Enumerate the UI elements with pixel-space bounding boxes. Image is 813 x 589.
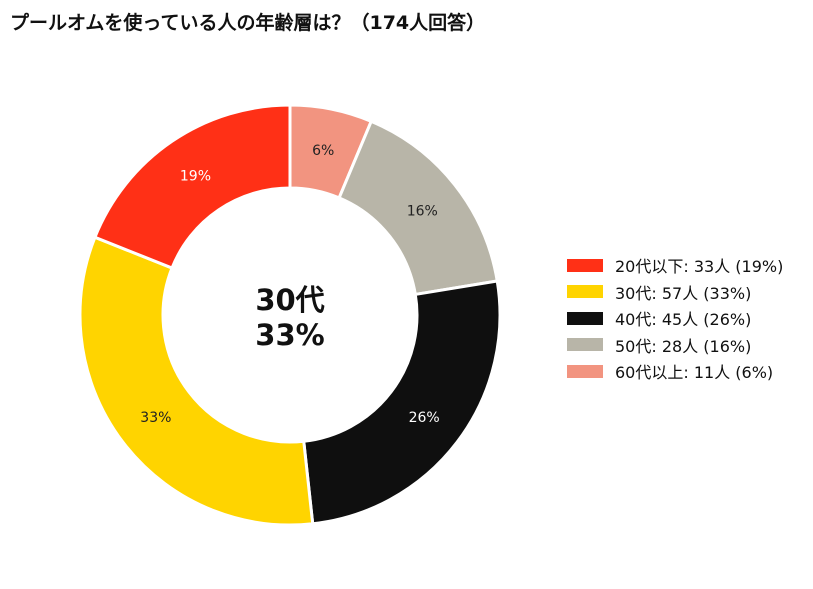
legend-label: 50代: 28人 (16%) bbox=[615, 336, 752, 356]
legend-swatch bbox=[567, 364, 603, 378]
legend-swatch bbox=[567, 311, 603, 325]
slice-percent-label: 33% bbox=[140, 410, 171, 426]
legend-item: 50代: 28人 (16%) bbox=[567, 332, 783, 359]
legend-item: 60代以上: 11人 (6%) bbox=[567, 358, 783, 385]
legend-swatch bbox=[567, 258, 603, 272]
legend-swatch bbox=[567, 338, 603, 352]
center-label-category: 30代 bbox=[255, 283, 324, 317]
donut-slice bbox=[302, 279, 502, 526]
center-label-percent: 33% bbox=[255, 318, 324, 352]
slice-labels: 6% 16% 26% 33% 19% bbox=[140, 143, 439, 426]
chart-legend: 20代以下: 33人 (19%) 30代: 57人 (33%) 40代: 45人… bbox=[567, 252, 783, 385]
legend-label: 60代以上: 11人 (6%) bbox=[615, 363, 774, 383]
legend-swatch bbox=[567, 285, 603, 299]
legend-item: 20代以下: 33人 (19%) bbox=[567, 252, 783, 279]
slice-percent-label: 16% bbox=[407, 204, 438, 220]
slice-percent-label: 26% bbox=[409, 410, 440, 426]
donut-slice bbox=[78, 235, 315, 527]
slice-percent-label: 19% bbox=[180, 169, 211, 185]
legend-label: 20代以下: 33人 (19%) bbox=[615, 257, 784, 277]
legend-item: 30代: 57人 (33%) bbox=[567, 279, 783, 306]
legend-item: 40代: 45人 (26%) bbox=[567, 305, 783, 332]
donut-slice bbox=[92, 103, 292, 270]
legend-label: 40代: 45人 (26%) bbox=[615, 310, 752, 330]
donut-slices bbox=[78, 103, 502, 527]
chart-title: プールオムを使っている人の年齢層は？（174人回答） bbox=[10, 12, 486, 34]
slice-percent-label: 6% bbox=[312, 143, 334, 159]
legend-label: 30代: 57人 (33%) bbox=[615, 283, 752, 303]
